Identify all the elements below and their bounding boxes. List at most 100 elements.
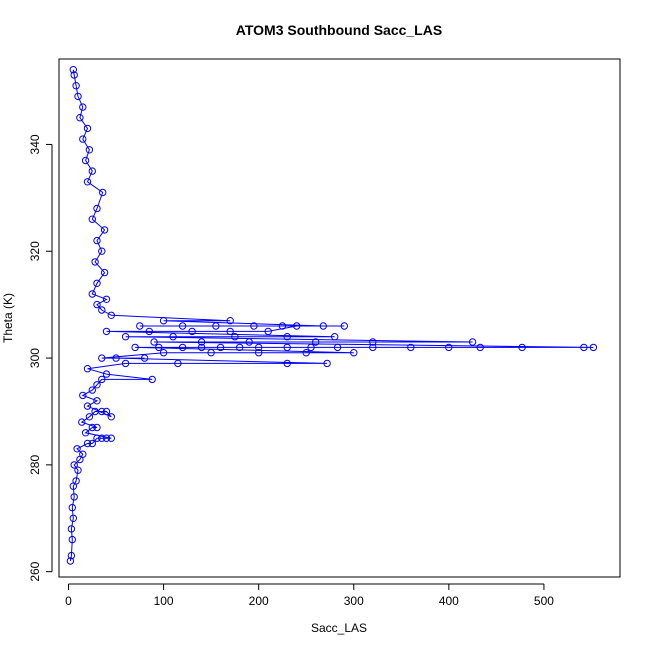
- data-point: [83, 178, 92, 186]
- chart-title: ATOM3 Southbound Sacc_LAS: [236, 22, 442, 38]
- data-point: [81, 429, 90, 437]
- y-axis-label: Theta (K): [1, 293, 15, 343]
- data-point: [79, 103, 87, 111]
- y-tick-label: 300: [28, 348, 42, 368]
- data-point: [98, 354, 106, 362]
- data-point: [102, 295, 111, 303]
- data-point: [88, 386, 97, 394]
- y-tick-label: 320: [28, 241, 42, 261]
- data-point: [98, 434, 106, 442]
- x-axis-label: Sacc_LAS: [311, 621, 367, 635]
- data-point: [207, 349, 215, 357]
- data-point: [70, 71, 78, 79]
- data-point: [155, 343, 163, 352]
- data-point: [307, 343, 315, 352]
- data-point: [88, 290, 97, 298]
- data-point: [93, 300, 101, 309]
- series-line: [69, 69, 594, 562]
- data-point: [136, 322, 144, 330]
- data-point: [74, 92, 82, 101]
- data-point: [331, 333, 339, 341]
- data-point: [121, 359, 130, 368]
- data-point: [98, 247, 106, 255]
- data-point: [159, 349, 168, 357]
- data-point: [188, 327, 196, 336]
- plot-frame: [58, 58, 621, 578]
- data-point: [121, 333, 130, 341]
- data-point: [76, 114, 84, 122]
- data-point: [83, 402, 92, 410]
- data-point: [83, 439, 92, 448]
- data-point: [293, 322, 301, 330]
- data-point: [212, 322, 220, 330]
- data-point: [91, 258, 99, 266]
- data-point: [93, 423, 101, 432]
- data-point: [264, 327, 272, 336]
- data-point: [302, 349, 310, 357]
- data-point: [85, 146, 94, 154]
- data-point: [140, 354, 149, 362]
- data-point: [79, 135, 87, 143]
- y-tick-label: 340: [28, 134, 42, 154]
- data-point: [231, 333, 239, 341]
- data-point: [131, 343, 139, 352]
- x-tick-label: 500: [534, 594, 554, 608]
- data-point: [68, 503, 77, 512]
- data-point: [102, 407, 111, 416]
- data-point: [580, 343, 588, 352]
- data-point: [340, 322, 348, 330]
- data-point: [159, 317, 168, 325]
- data-point: [102, 370, 111, 378]
- data-point: [197, 338, 206, 346]
- data-point: [69, 66, 78, 74]
- data-point: [88, 423, 97, 432]
- axes: 0 100 200 300 400 500 260 280 300 320 340: [28, 134, 554, 608]
- data-point: [70, 493, 78, 501]
- data-point: [98, 306, 106, 314]
- data-point: [102, 327, 111, 336]
- data-point: [70, 461, 78, 469]
- data-point: [72, 477, 80, 485]
- data-point: [99, 188, 107, 197]
- data-point: [98, 407, 106, 416]
- data-point: [81, 156, 90, 165]
- data-point: [369, 338, 377, 346]
- x-tick-label: 0: [65, 594, 72, 608]
- data-point: [93, 381, 101, 389]
- y-tick-label: 280: [28, 455, 42, 475]
- data-point: [178, 322, 187, 330]
- data-point: [283, 343, 291, 352]
- data-point: [216, 343, 225, 352]
- data-point: [66, 557, 75, 565]
- data-point: [245, 338, 253, 346]
- data-point: [93, 279, 101, 287]
- data-point: [112, 354, 120, 362]
- data-point: [93, 397, 101, 405]
- data-point: [85, 413, 94, 421]
- data-point: [88, 439, 97, 448]
- data-point: [67, 551, 76, 560]
- data-point: [445, 343, 453, 352]
- data-point: [312, 338, 320, 346]
- x-tick-label: 300: [344, 594, 364, 608]
- data-point: [83, 124, 92, 133]
- data-point: [72, 82, 80, 90]
- data-point: [169, 333, 177, 341]
- x-tick-label: 200: [249, 594, 269, 608]
- data-point: [73, 445, 81, 453]
- x-tick-label: 100: [154, 594, 174, 608]
- data-point: [88, 215, 97, 223]
- data-point: [333, 343, 342, 352]
- data-point: [88, 167, 97, 175]
- data-point: [79, 450, 87, 458]
- plot-area: [66, 66, 598, 565]
- data-point: [79, 391, 87, 400]
- data-point: [98, 375, 106, 384]
- x-tick-label: 400: [439, 594, 459, 608]
- data-point: [74, 466, 82, 474]
- data-point: [283, 359, 291, 368]
- data-point: [107, 311, 116, 319]
- data-point: [250, 322, 258, 330]
- data-point: [278, 322, 287, 330]
